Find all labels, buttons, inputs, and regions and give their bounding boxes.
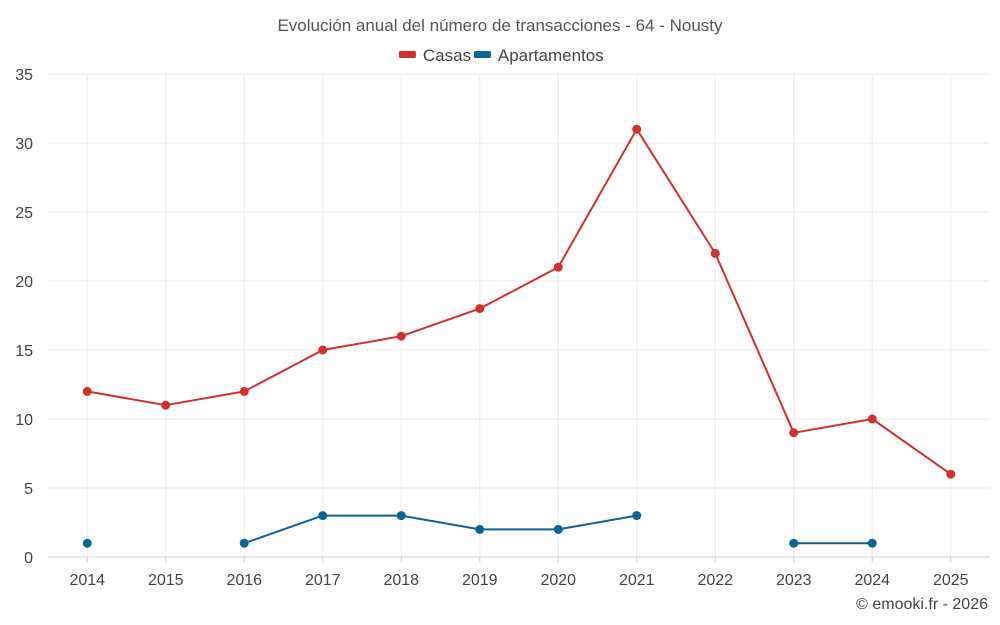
data-point[interactable]	[710, 248, 720, 258]
legend-swatch	[398, 51, 416, 58]
data-point[interactable]	[553, 262, 563, 272]
data-point[interactable]	[239, 386, 249, 396]
x-tick-label: 2018	[383, 572, 419, 589]
data-point[interactable]	[82, 386, 92, 396]
y-tick-label: 30	[15, 136, 33, 153]
series-line	[87, 128, 952, 476]
data-point[interactable]	[318, 345, 328, 355]
x-tick-label: 2021	[619, 572, 655, 589]
x-tick-label: 2017	[305, 572, 341, 589]
data-point[interactable]	[318, 511, 328, 521]
chart-title: Evolución anual del número de transaccio…	[277, 16, 723, 35]
data-point[interactable]	[475, 304, 485, 314]
x-tick-label: 2025	[933, 572, 969, 589]
legend-label[interactable]: Casas	[423, 46, 471, 65]
y-tick-label: 5	[24, 481, 33, 498]
credit-text: © emooki.fr - 2026	[856, 596, 988, 613]
data-point[interactable]	[82, 538, 92, 548]
y-tick-label: 35	[15, 67, 33, 84]
x-tick-label: 2022	[697, 572, 733, 589]
data-point[interactable]	[396, 331, 406, 341]
x-tick-label: 2024	[854, 572, 890, 589]
y-tick-label: 25	[15, 205, 33, 222]
series-casas	[82, 124, 956, 479]
series-layer	[82, 124, 956, 548]
data-point[interactable]	[161, 400, 171, 410]
series-line	[243, 514, 637, 545]
x-tick-label: 2016	[226, 572, 262, 589]
x-tick-label: 2023	[776, 572, 812, 589]
data-point[interactable]	[396, 511, 406, 521]
data-point[interactable]	[553, 524, 563, 534]
legend-label[interactable]: Apartamentos	[498, 46, 604, 65]
data-point[interactable]	[789, 428, 799, 438]
y-tick-label: 20	[15, 274, 33, 291]
data-point[interactable]	[789, 538, 799, 548]
x-tick-label: 2015	[148, 572, 184, 589]
x-tick-label: 2014	[69, 572, 105, 589]
data-point[interactable]	[867, 538, 877, 548]
data-point[interactable]	[946, 469, 956, 479]
x-tick-label: 2019	[462, 572, 498, 589]
legend: Casas Apartamentos	[398, 46, 604, 65]
data-point[interactable]	[632, 511, 642, 521]
y-tick-label: 0	[24, 550, 33, 567]
y-tick-label: 10	[15, 412, 33, 429]
data-point[interactable]	[239, 538, 249, 548]
legend-swatch	[473, 51, 491, 58]
data-point[interactable]	[867, 414, 877, 424]
y-tick-label: 15	[15, 343, 33, 360]
data-point[interactable]	[632, 124, 642, 134]
data-point[interactable]	[475, 524, 485, 534]
grid	[48, 73, 990, 557]
x-tick-label: 2020	[540, 572, 576, 589]
series-apartamentos	[82, 511, 877, 548]
